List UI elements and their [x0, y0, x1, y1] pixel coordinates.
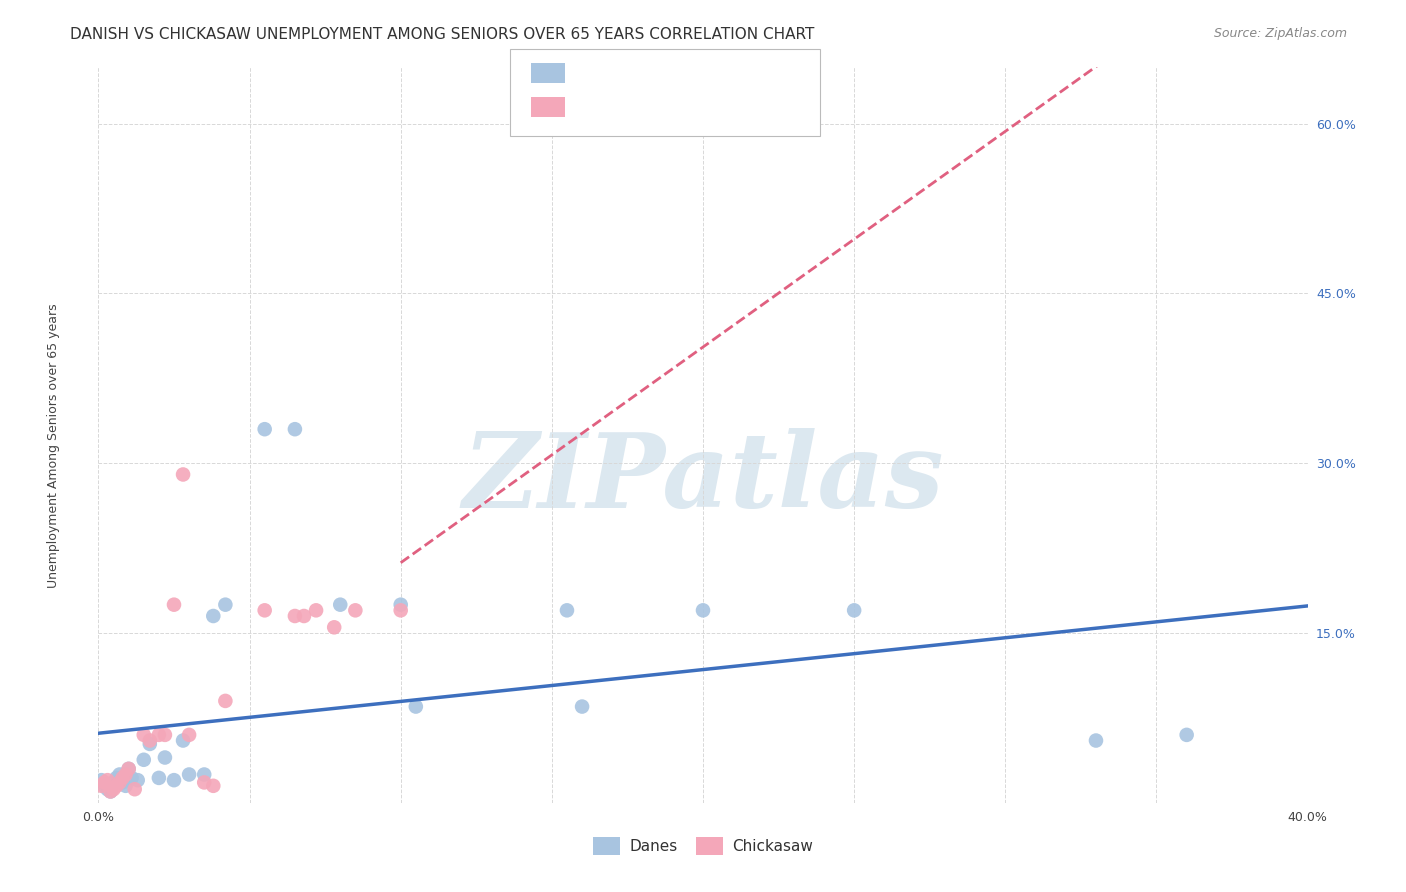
- Point: [108, 767, 131, 781]
- Point: [344, 603, 367, 617]
- Point: [90, 773, 112, 788]
- Point: [292, 609, 315, 624]
- Point: [163, 598, 186, 612]
- Point: [214, 694, 236, 708]
- Point: [121, 771, 143, 785]
- Point: [118, 762, 141, 776]
- Point: [253, 422, 276, 436]
- Text: N = 28: N = 28: [693, 98, 756, 116]
- Point: [323, 620, 346, 634]
- Point: [100, 784, 122, 798]
- Point: [114, 779, 136, 793]
- Point: [105, 779, 128, 793]
- Text: R = 0.276: R = 0.276: [576, 64, 666, 82]
- Point: [214, 598, 236, 612]
- Point: [148, 728, 170, 742]
- Point: [172, 467, 194, 482]
- Point: [844, 603, 866, 617]
- Point: [111, 775, 134, 789]
- Point: [139, 737, 162, 751]
- Point: [1175, 728, 1198, 742]
- Point: [139, 733, 162, 747]
- Point: [692, 603, 714, 617]
- Point: [108, 775, 131, 789]
- Point: [132, 753, 155, 767]
- Text: Source: ZipAtlas.com: Source: ZipAtlas.com: [1213, 27, 1347, 40]
- Point: [193, 775, 215, 789]
- Point: [253, 603, 276, 617]
- Point: [172, 733, 194, 747]
- Legend: Danes, Chickasaw: Danes, Chickasaw: [586, 830, 820, 862]
- Point: [284, 422, 307, 436]
- Point: [148, 771, 170, 785]
- Point: [103, 782, 125, 797]
- Point: [1085, 733, 1108, 747]
- Point: [105, 771, 128, 785]
- Point: [103, 775, 125, 789]
- Point: [93, 779, 115, 793]
- Point: [193, 767, 215, 781]
- Point: [179, 767, 201, 781]
- Point: [163, 773, 186, 788]
- Point: [132, 728, 155, 742]
- Point: [114, 767, 136, 781]
- Point: [93, 775, 115, 789]
- Point: [389, 603, 412, 617]
- Text: DANISH VS CHICKASAW UNEMPLOYMENT AMONG SENIORS OVER 65 YEARS CORRELATION CHART: DANISH VS CHICKASAW UNEMPLOYMENT AMONG S…: [70, 27, 814, 42]
- Point: [405, 699, 427, 714]
- Point: [111, 771, 134, 785]
- Point: [118, 762, 141, 776]
- Point: [305, 603, 328, 617]
- Text: ZIPatlas: ZIPatlas: [463, 428, 943, 530]
- Point: [153, 750, 176, 764]
- Point: [124, 782, 146, 797]
- Text: R = 0.227: R = 0.227: [576, 98, 666, 116]
- Point: [127, 773, 149, 788]
- Text: N = 33: N = 33: [693, 64, 756, 82]
- Point: [100, 784, 122, 798]
- Point: [389, 598, 412, 612]
- Point: [571, 699, 593, 714]
- Point: [96, 773, 118, 788]
- Point: [202, 779, 225, 793]
- Point: [202, 609, 225, 624]
- Point: [329, 598, 352, 612]
- Point: [284, 609, 307, 624]
- Point: [90, 779, 112, 793]
- Point: [153, 728, 176, 742]
- Point: [179, 728, 201, 742]
- Point: [555, 603, 578, 617]
- Point: [96, 782, 118, 797]
- Text: Unemployment Among Seniors over 65 years: Unemployment Among Seniors over 65 years: [46, 303, 60, 589]
